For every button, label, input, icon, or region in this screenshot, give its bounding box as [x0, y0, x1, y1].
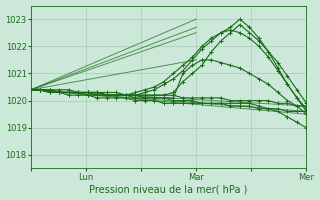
- X-axis label: Pression niveau de la mer( hPa ): Pression niveau de la mer( hPa ): [90, 184, 248, 194]
